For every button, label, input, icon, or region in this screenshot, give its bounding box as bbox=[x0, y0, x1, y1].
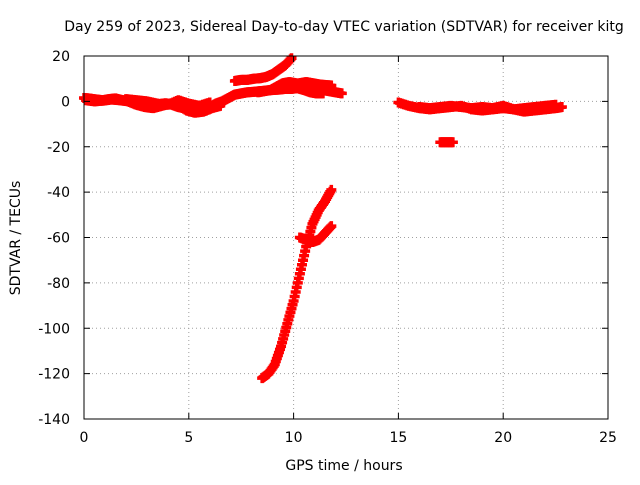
y-tick-label: -40 bbox=[47, 185, 70, 201]
data-point-fill bbox=[548, 99, 559, 110]
data-point-fill bbox=[293, 273, 304, 284]
y-tick-label: -120 bbox=[38, 367, 70, 383]
data-point-fill bbox=[325, 80, 336, 91]
data-point-fill bbox=[213, 101, 224, 112]
data-point-fill bbox=[287, 299, 298, 310]
y-tick-label: -140 bbox=[38, 412, 70, 428]
data-point-fill bbox=[300, 246, 311, 257]
x-tick-label: 5 bbox=[184, 430, 193, 446]
data-point-fill bbox=[325, 222, 336, 233]
data-point-fill bbox=[335, 88, 346, 99]
y-tick-label: -80 bbox=[47, 276, 70, 292]
data-point-fill bbox=[325, 186, 336, 197]
data-point-fill bbox=[203, 98, 214, 109]
data-point-fill bbox=[446, 137, 457, 148]
y-tick-label: 0 bbox=[61, 94, 70, 110]
data-point-fill bbox=[306, 222, 317, 233]
chart-title: Day 259 of 2023, Sidereal Day-to-day VTE… bbox=[64, 19, 624, 35]
y-axis-title: SDTVAR / TECUs bbox=[8, 181, 24, 296]
x-axis-title: GPS time / hours bbox=[285, 458, 402, 474]
data-layer bbox=[79, 53, 567, 384]
data-point-fill bbox=[316, 88, 327, 99]
x-tick-label: 0 bbox=[80, 430, 89, 446]
grid-layer bbox=[84, 56, 608, 419]
y-tick-label: -20 bbox=[47, 140, 70, 156]
x-tick-label: 20 bbox=[494, 430, 512, 446]
x-tick-label: 15 bbox=[389, 430, 407, 446]
x-tick-label: 10 bbox=[285, 430, 303, 446]
y-tick-label: 20 bbox=[52, 49, 70, 65]
x-tick-label: 25 bbox=[599, 430, 617, 446]
y-tick-label: -100 bbox=[38, 321, 70, 337]
data-point-fill bbox=[281, 322, 292, 333]
data-point-fill bbox=[555, 102, 566, 113]
data-point-fill bbox=[274, 344, 285, 355]
y-tick-label: -60 bbox=[47, 231, 70, 247]
tick-layer: 0 5 10 15 20 25 20 0 -20 -40 -60 -80 -100 -120 -140 bbox=[38, 49, 617, 446]
